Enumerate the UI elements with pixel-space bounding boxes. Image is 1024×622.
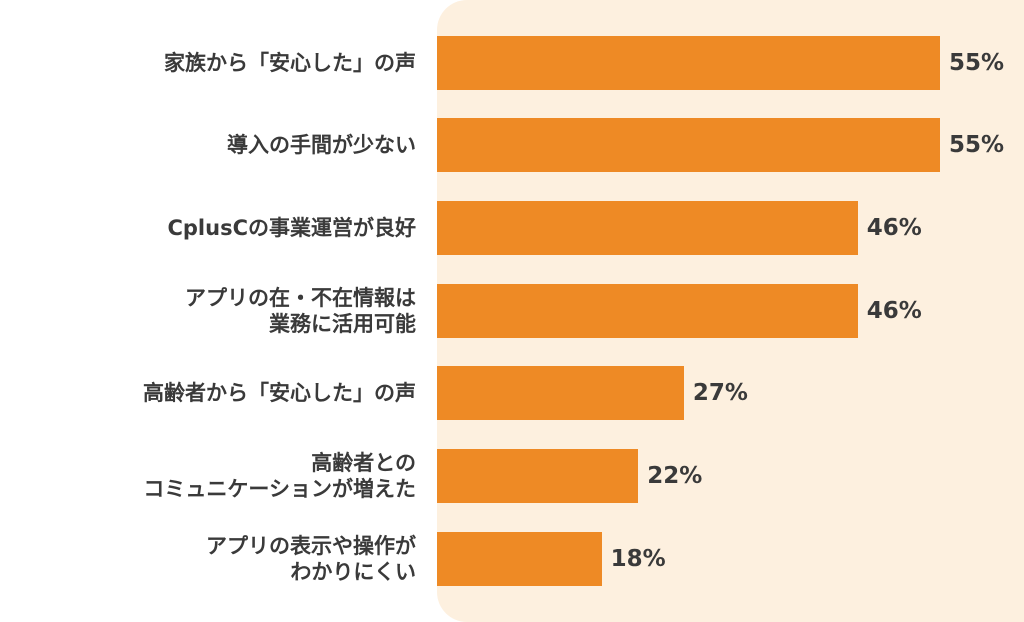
category-label-line: 導入の手間が少ない bbox=[227, 132, 416, 157]
bar bbox=[437, 201, 858, 255]
bar bbox=[437, 36, 940, 90]
category-label-line: CplusCの事業運営が良好 bbox=[167, 215, 416, 240]
value-label: 55% bbox=[949, 132, 1005, 158]
category-label: 高齢者との コミュニケーションが増えた bbox=[0, 443, 416, 509]
category-label-line: 家族から「安心した」の声 bbox=[164, 50, 416, 75]
category-label-line: わかりにくい bbox=[290, 560, 416, 584]
category-label-line: 業務に活用可能 bbox=[269, 312, 416, 336]
category-label: アプリの表示や操作が わかりにくい bbox=[0, 526, 416, 592]
category-label: 導入の手間が少ない bbox=[0, 112, 416, 178]
category-label-line: 高齢者から「安心した」の声 bbox=[143, 380, 416, 405]
category-label: アプリの在・不在情報は 業務に活用可能 bbox=[0, 278, 416, 344]
category-label: 高齢者から「安心した」の声 bbox=[0, 360, 416, 426]
value-label: 22% bbox=[647, 463, 703, 489]
bar bbox=[437, 366, 684, 420]
category-label: CplusCの事業運営が良好 bbox=[0, 195, 416, 261]
value-label: 46% bbox=[866, 215, 922, 241]
bar bbox=[437, 449, 639, 503]
category-label-line: コミュニケーションが増えた bbox=[143, 477, 416, 501]
value-label: 46% bbox=[866, 298, 922, 324]
value-label: 55% bbox=[949, 50, 1005, 76]
bar bbox=[437, 118, 940, 172]
bar bbox=[437, 284, 858, 338]
category-label-line: アプリの表示や操作が bbox=[206, 533, 416, 558]
category-label-line: アプリの在・不在情報は bbox=[185, 285, 416, 310]
value-label: 27% bbox=[692, 380, 748, 406]
category-label: 家族から「安心した」の声 bbox=[0, 30, 416, 96]
bar bbox=[437, 532, 602, 586]
category-label-line: 高齢者との bbox=[311, 450, 416, 475]
value-label: 18% bbox=[610, 546, 666, 572]
